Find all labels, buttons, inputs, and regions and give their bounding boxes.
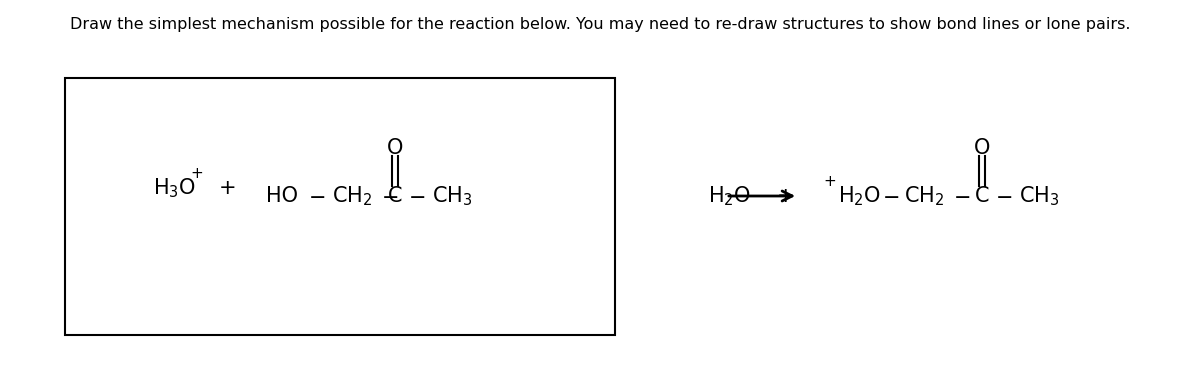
Text: H$_2$O: H$_2$O bbox=[708, 184, 751, 208]
Text: CH$_3$: CH$_3$ bbox=[432, 184, 473, 208]
Text: $+$: $+$ bbox=[191, 166, 204, 182]
Text: $-$: $-$ bbox=[408, 186, 426, 206]
Text: C: C bbox=[974, 186, 989, 206]
Text: $-$: $-$ bbox=[382, 186, 398, 206]
Text: O: O bbox=[386, 138, 403, 158]
Text: O: O bbox=[974, 138, 990, 158]
Text: CH$_2$: CH$_2$ bbox=[904, 184, 944, 208]
Text: H$_2$O: H$_2$O bbox=[838, 184, 881, 208]
Text: $-$: $-$ bbox=[882, 186, 900, 206]
Text: $+$: $+$ bbox=[823, 175, 836, 189]
Text: C: C bbox=[388, 186, 402, 206]
Text: CH$_2$: CH$_2$ bbox=[332, 184, 372, 208]
Text: CH$_3$: CH$_3$ bbox=[1019, 184, 1060, 208]
Text: HO: HO bbox=[266, 186, 298, 206]
Text: $+$: $+$ bbox=[218, 178, 235, 198]
Text: Draw the simplest mechanism possible for the reaction below. You may need to re-: Draw the simplest mechanism possible for… bbox=[70, 17, 1130, 32]
Text: H$_3$O: H$_3$O bbox=[154, 176, 197, 200]
Text: $+$: $+$ bbox=[776, 186, 793, 206]
Bar bbox=[65, 78, 616, 335]
Text: $-$: $-$ bbox=[995, 186, 1013, 206]
Text: $-$: $-$ bbox=[953, 186, 971, 206]
Text: $-$: $-$ bbox=[308, 186, 325, 206]
